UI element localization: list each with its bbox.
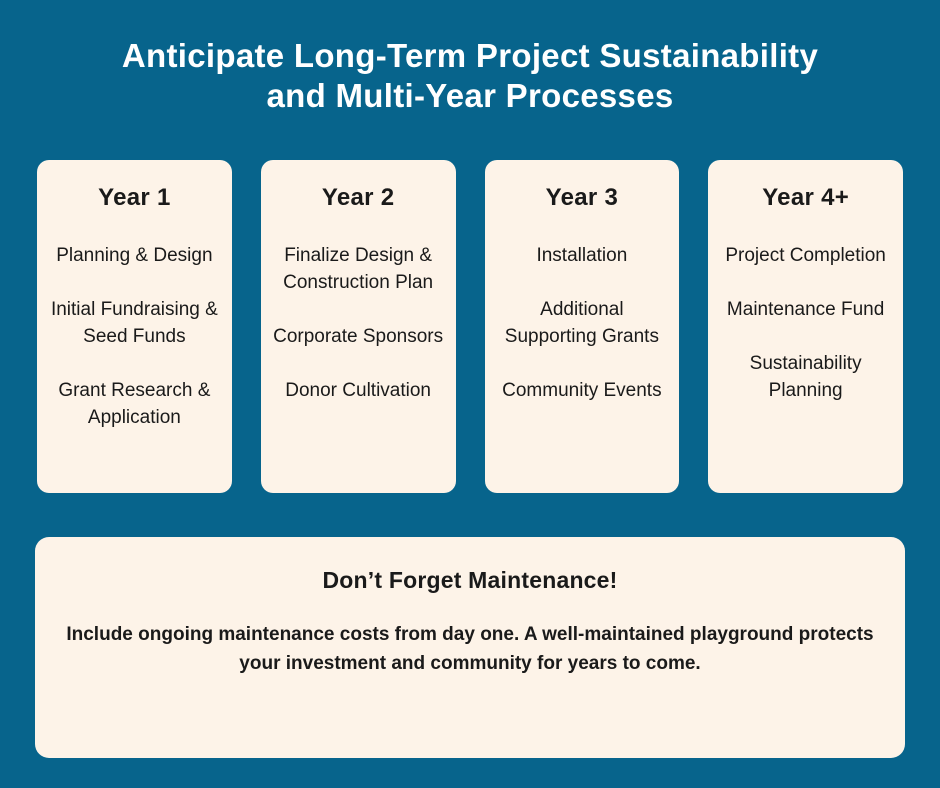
maintenance-callout: Don’t Forget Maintenance! Include ongoin… (35, 537, 905, 758)
year-1-heading: Year 1 (98, 184, 171, 211)
infographic-title: Anticipate Long-Term Project Sustainabil… (0, 0, 940, 116)
year-3-item-2: Additional Supporting Grants (504, 299, 659, 347)
year-1-item-1: Planning & Design (56, 245, 213, 266)
year-4-plus-item-2: Maintenance Fund (726, 299, 885, 320)
year-2-card: Year 2 Finalize Design & Construction Pl… (260, 160, 456, 493)
year-cards-row: Year 1 Planning & Design Initial Fundrai… (0, 160, 940, 493)
year-2-item-2: Corporate Sponsors (273, 326, 444, 347)
title-line-2: and Multi-Year Processes (266, 77, 674, 114)
year-1-card: Year 1 Planning & Design Initial Fundrai… (37, 160, 232, 493)
maintenance-callout-body: Include ongoing maintenance costs from d… (66, 624, 874, 674)
year-4-plus-heading: Year 4+ (762, 184, 850, 211)
year-2-item-1: Finalize Design & Construction Plan (283, 245, 434, 293)
year-1-item-2: Initial Fundraising & Seed Funds (50, 299, 218, 347)
year-2-heading: Year 2 (321, 184, 395, 211)
year-1-item-3: Grant Research & Application (58, 380, 211, 428)
year-3-item-1: Installation (536, 245, 628, 266)
title-line-1: Anticipate Long-Term Project Sustainabil… (121, 37, 819, 74)
year-4-plus-item-3: Sustainability Planning (749, 353, 862, 401)
year-3-heading: Year 3 (545, 184, 619, 211)
year-2-item-3: Donor Cultivation (285, 380, 431, 401)
year-4-plus-item-1: Project Completion (725, 245, 886, 266)
year-3-card: Year 3 Installation Additional Supportin… (484, 160, 680, 493)
maintenance-callout-heading: Don’t Forget Maintenance! (322, 567, 618, 593)
year-4-plus-card: Year 4+ Project Completion Maintenance F… (708, 160, 903, 493)
year-3-item-3: Community Events (502, 380, 662, 401)
